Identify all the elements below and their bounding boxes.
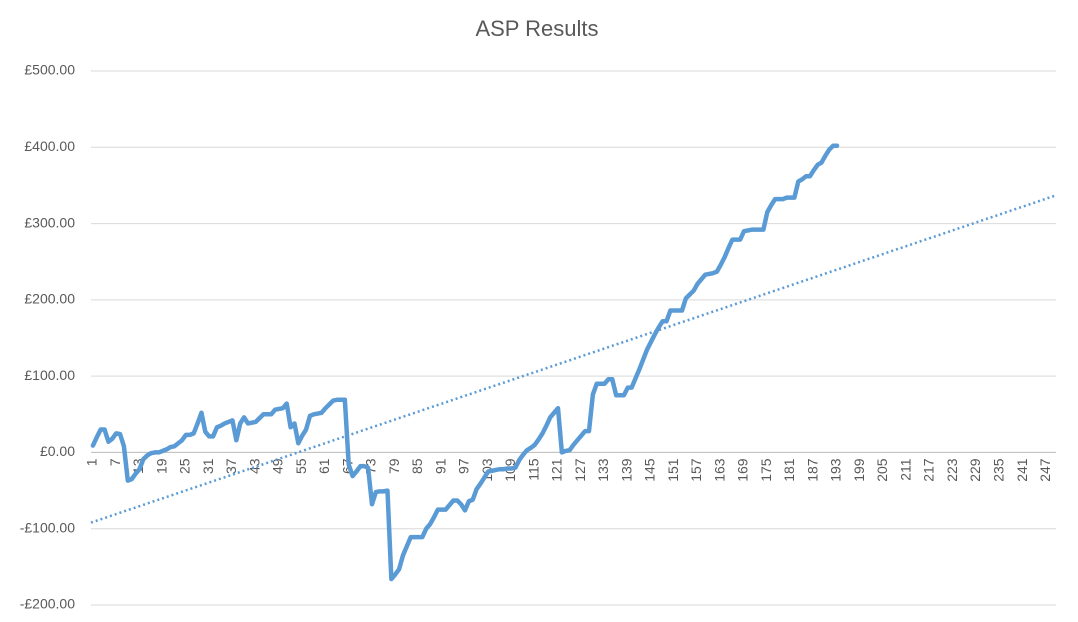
x-tick-label: 139 bbox=[618, 458, 634, 482]
x-tick-label: 157 bbox=[688, 458, 704, 482]
x-tick-label: 235 bbox=[991, 458, 1007, 482]
x-tick-label: 217 bbox=[921, 458, 937, 482]
x-tick-label: 61 bbox=[316, 458, 332, 474]
x-tick-label: 199 bbox=[851, 458, 867, 482]
y-tick-label: £500.00 bbox=[24, 62, 75, 78]
data-line bbox=[90, 143, 840, 582]
x-tick-label: 97 bbox=[456, 458, 472, 474]
x-tick-label: 187 bbox=[804, 458, 820, 482]
y-tick-label: £100.00 bbox=[24, 367, 75, 383]
x-tick-label: 25 bbox=[177, 458, 193, 474]
y-tick-label: £300.00 bbox=[24, 214, 75, 230]
x-tick-label: 211 bbox=[897, 458, 913, 481]
x-tick-label: 43 bbox=[246, 458, 262, 474]
y-tick-label: -£200.00 bbox=[20, 596, 75, 612]
x-tick-label: 91 bbox=[432, 458, 448, 474]
x-tick-label: 241 bbox=[1014, 458, 1030, 482]
x-tick-label: 7 bbox=[107, 458, 123, 466]
x-tick-label: 223 bbox=[944, 458, 960, 482]
x-tick-label: 79 bbox=[386, 458, 402, 474]
x-tick-label: 121 bbox=[549, 458, 565, 482]
x-tick-label: 115 bbox=[525, 458, 541, 481]
x-tick-label: 85 bbox=[409, 458, 425, 474]
x-tick-label: 37 bbox=[223, 458, 239, 474]
x-tick-label: 31 bbox=[200, 458, 216, 474]
x-tick-label: 247 bbox=[1037, 458, 1053, 482]
y-tick-label: -£100.00 bbox=[20, 519, 75, 535]
x-tick-label: 19 bbox=[153, 458, 169, 474]
y-tick-label: £400.00 bbox=[24, 138, 75, 154]
x-tick-label: 229 bbox=[967, 458, 983, 482]
x-tick-label: 55 bbox=[293, 458, 309, 474]
x-tick-label: 163 bbox=[711, 458, 727, 482]
y-tick-label: £200.00 bbox=[24, 291, 75, 307]
x-tick-label: 205 bbox=[874, 458, 890, 482]
x-tick-label: 133 bbox=[595, 458, 611, 482]
chart-title: ASP Results bbox=[475, 16, 598, 41]
x-tick-label: 169 bbox=[735, 458, 751, 482]
x-tick-label: 49 bbox=[270, 458, 286, 474]
x-tick-label: 1 bbox=[84, 458, 100, 466]
x-tick-label: 127 bbox=[572, 458, 588, 482]
x-tick-label: 193 bbox=[828, 458, 844, 482]
x-tick-label: 151 bbox=[665, 458, 681, 482]
x-tick-label: 181 bbox=[781, 458, 797, 482]
x-tick-label: 175 bbox=[758, 458, 774, 482]
y-tick-label: £0.00 bbox=[40, 443, 75, 459]
x-tick-label: 145 bbox=[642, 458, 658, 482]
